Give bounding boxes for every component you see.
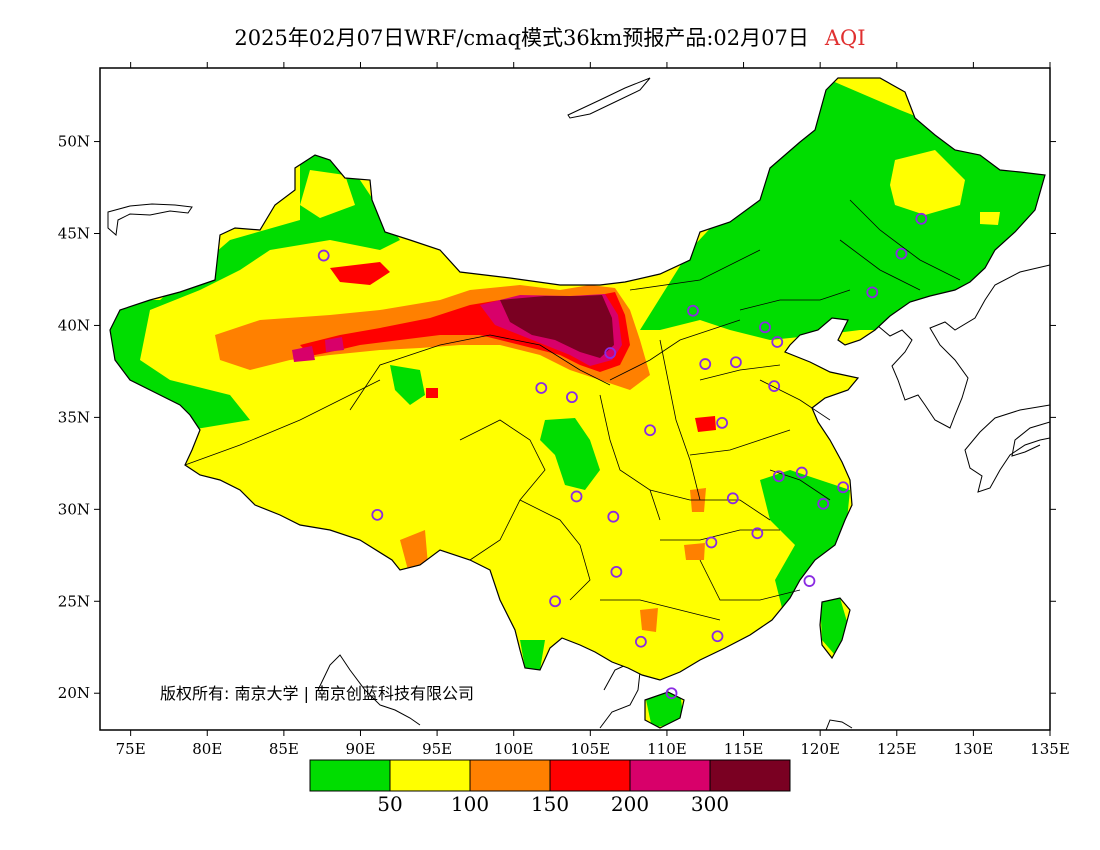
station-marker [803,575,816,587]
map-axes: 75E 80E 85E 90E 95E 100E 105E 110E 115E 120E 125E 1… [58,62,1070,758]
x-tick-label: 115E [724,740,764,758]
colorbar [309,759,791,792]
colorbar-label: 100 [450,792,490,816]
station-marker [610,565,623,578]
x-tick-label: 75E [116,740,146,758]
x-tick-label: 95E [422,740,452,758]
y-tick-label: 20N [58,684,90,702]
station-marker [768,380,781,393]
x-tick-label: 120E [800,740,840,758]
station-marker [604,347,617,359]
y-tick-label: 30N [58,500,90,518]
colorbar-label: 200 [610,792,650,816]
map-frame [99,67,1051,731]
y-tick-label: 50N [58,133,90,151]
coastlines [107,77,1050,730]
station-marker [607,510,620,523]
station-marker [795,466,808,479]
colorbar-label: 300 [690,792,730,816]
x-tick-label: 130E [954,740,994,758]
station-marker [634,635,647,648]
station-marker [711,630,724,643]
y-tick-label: 40N [58,316,90,334]
station-marker [772,470,785,483]
colorbar-swatch [629,759,711,792]
colorbar-swatch [309,759,391,792]
y-tick-label: 25N [58,592,90,610]
y-tick-label: 45N [58,225,90,243]
station-marker [716,417,728,429]
station-marker [665,687,678,700]
colorbar-label: 50 [377,792,403,816]
station-marker [549,595,561,608]
colorbar-swatch [549,759,631,792]
station-marker [687,304,699,317]
station-marker [729,356,742,369]
monitoring-stations [317,212,928,700]
x-tick-label: 80E [192,740,222,758]
x-tick-label: 110E [647,740,687,758]
province-borders [184,199,961,621]
station-marker [317,249,330,262]
x-tick-label: 100E [494,740,534,758]
colorbar-label: 150 [530,792,570,816]
station-marker [817,497,830,510]
china-outline [109,77,1046,729]
colorbar-swatch [469,759,551,792]
title-variable: AQI [824,26,866,50]
x-tick-label: 85E [269,740,299,758]
station-marker [837,481,850,494]
x-tick-label: 90E [345,740,375,758]
station-marker [699,358,712,370]
station-marker [771,336,784,348]
station-marker [866,286,879,299]
station-marker [726,492,739,505]
station-marker [371,508,384,521]
station-marker [570,490,583,503]
station-marker [705,536,718,549]
x-tick-label: 135E [1030,740,1070,758]
x-tick-label: 105E [571,740,611,758]
x-tick-label: 125E [877,740,917,758]
station-marker [915,212,928,225]
station-marker [895,247,908,260]
station-marker [535,382,548,394]
colorbar-swatch [709,759,791,792]
copyright-text: 版权所有: 南京大学 | 南京创蓝科技有限公司 [160,684,475,703]
station-marker [566,391,578,404]
station-marker [644,424,656,437]
y-tick-label: 35N [58,408,90,426]
chart-title: 2025年02月07日WRF/cmaq模式36km预报产品:02月07日 AQI [0,22,1100,52]
colorbar-swatch [389,759,471,792]
station-marker [759,321,771,334]
title-main: 2025年02月07日WRF/cmaq模式36km预报产品:02月07日 [234,26,809,50]
station-marker [751,527,764,540]
